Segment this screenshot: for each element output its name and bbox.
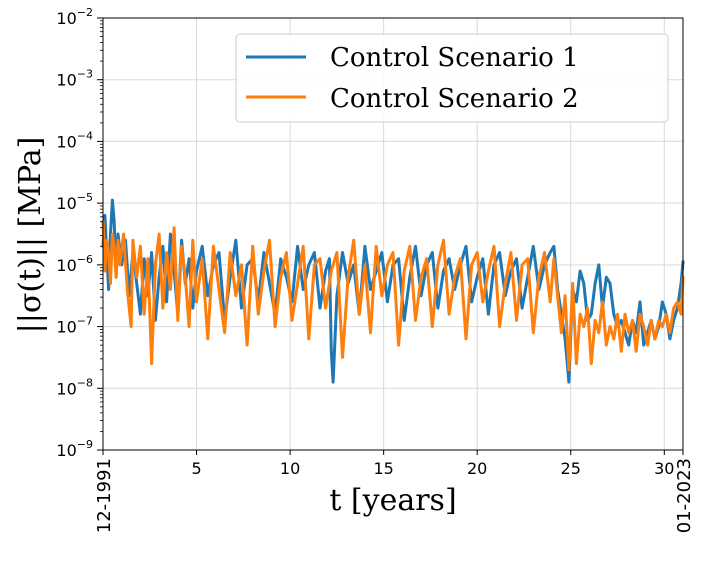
x-axis-label: t [years] [329, 483, 456, 518]
x-tick-label: 01-2023 [674, 458, 695, 533]
axis-labels: t [years] ||σ(t)|| [MPa] [13, 137, 457, 518]
y-tick-label: 10−4 [56, 129, 93, 151]
y-tick-exponent: −5 [77, 191, 93, 204]
y-tick-base: 10 [56, 132, 76, 151]
ticks: 12-1991 5 10 15 20 25 30 01-202310−910−810−710−… [56, 6, 695, 533]
y-tick-exponent: −3 [77, 68, 93, 81]
y-tick-label: 10−7 [56, 315, 93, 337]
x-tick-label: 20 [467, 459, 487, 478]
y-tick-label: 10−3 [56, 68, 93, 90]
y-tick-base: 10 [56, 9, 76, 28]
y-tick-base: 10 [56, 194, 76, 213]
y-tick-exponent: −8 [77, 376, 93, 389]
y-tick-base: 10 [56, 441, 76, 460]
legend-label-2: Control Scenario 2 [330, 84, 579, 114]
x-tick-label: 10 [280, 459, 300, 478]
x-tick-label: 15 [373, 459, 393, 478]
legend-label-1: Control Scenario 1 [330, 43, 579, 73]
y-tick-label: 10−5 [56, 191, 93, 213]
plot-frame [102, 17, 684, 451]
y-tick-base: 10 [56, 318, 76, 337]
y-tick-exponent: −4 [77, 129, 93, 142]
legend-box [235, 33, 669, 123]
y-tick-exponent: −7 [77, 315, 93, 328]
y-tick-label: 10−2 [56, 6, 93, 28]
y-tick-base: 10 [56, 71, 76, 90]
x-tick-label: 12-1991 [94, 458, 115, 533]
x-tick-label: 5 [191, 459, 201, 478]
x-tick-label: 25 [561, 459, 581, 478]
y-tick-exponent: −2 [77, 6, 93, 19]
y-tick-label: 10−9 [56, 438, 93, 460]
y-tick-base: 10 [56, 256, 76, 275]
series-layer [101, 198, 685, 384]
y-tick-base: 10 [56, 379, 76, 398]
y-tick-exponent: −6 [77, 253, 93, 266]
y-tick-exponent: −9 [77, 438, 93, 451]
series-line-1 [101, 198, 685, 384]
y-tick-label: 10−8 [56, 376, 93, 398]
series-line-2 [101, 220, 685, 372]
y-tick-label: 10−6 [56, 253, 93, 275]
y-axis-label: ||σ(t)|| [MPa] [13, 137, 48, 334]
x-tick-label: 30 [654, 459, 674, 478]
legend: Control Scenario 1 Control Scenario 2 [235, 33, 669, 123]
